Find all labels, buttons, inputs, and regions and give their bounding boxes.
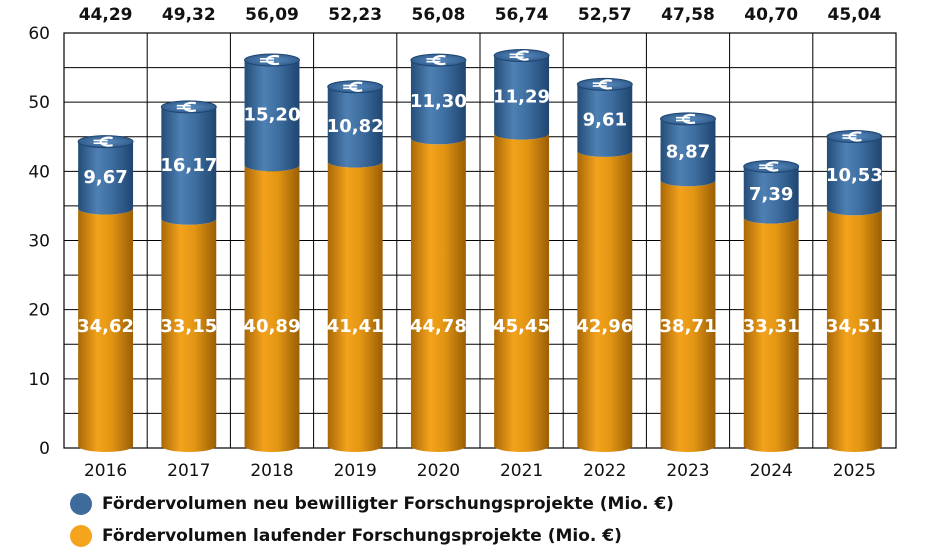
- y-tick-label: 40: [28, 162, 50, 182]
- x-tick-label: 2023: [666, 461, 709, 481]
- total-label: 45,04: [828, 5, 882, 25]
- euro-coin-icon: [842, 131, 862, 142]
- bar-top-cap: [493, 49, 550, 63]
- total-label: 56,09: [245, 5, 299, 25]
- total-label: 56,08: [412, 5, 466, 25]
- label-running: 42,96: [576, 316, 633, 337]
- label-new: 16,17: [160, 155, 217, 176]
- label-running: 34,51: [826, 316, 883, 337]
- bar-new: [577, 84, 633, 157]
- total-label: 56,74: [495, 5, 549, 25]
- bar-new: [327, 86, 383, 168]
- label-new: 9,67: [83, 167, 127, 188]
- bar-top-cap: [743, 159, 800, 173]
- bar-new: [244, 60, 300, 172]
- label-new: 11,30: [410, 91, 467, 112]
- euro-coin-icon: [260, 54, 280, 66]
- label-new: 10,53: [826, 165, 883, 186]
- total-labels: 44,29 49,32 56,09 52,23 56,08 56,74 52,57 47,58…: [79, 5, 882, 25]
- legend-swatch-running: [70, 525, 92, 547]
- total-label: 40,70: [744, 5, 798, 25]
- label-running: 33,31: [743, 316, 800, 337]
- label-running: 34,62: [77, 316, 134, 337]
- x-tick-label: 2022: [583, 461, 626, 481]
- x-tick-label: 2016: [84, 461, 127, 481]
- x-tick-label: 2018: [250, 461, 293, 481]
- bar-running: [826, 209, 882, 452]
- total-label: 49,32: [162, 5, 216, 25]
- euro-coin-icon: [426, 55, 446, 66]
- y-axis-ticks: 0 10 20 30 40 50 60: [28, 24, 50, 459]
- legend-label-new: Fördervolumen neu bewilligter Forschungs…: [102, 494, 674, 514]
- euro-coin-icon: [509, 50, 529, 61]
- bar-running: [327, 161, 383, 453]
- label-running: 44,78: [410, 316, 467, 337]
- bars: 34,62 9,67 33,15 16,17 40,89 15,20 41,41 10,82 4…: [77, 49, 883, 453]
- bar-new: [826, 136, 882, 216]
- euro-coin-icon: [93, 136, 113, 147]
- legend-label-running: Fördervolumen laufender Forschungsprojek…: [102, 526, 622, 546]
- label-new: 15,20: [244, 105, 301, 126]
- bar-running: [244, 165, 300, 453]
- bar-running: [410, 138, 466, 452]
- euro-coin-icon: [759, 161, 779, 172]
- label-new: 11,29: [493, 87, 550, 108]
- y-tick-label: 0: [39, 439, 50, 459]
- bar-new: [410, 60, 466, 145]
- label-running: 38,71: [660, 316, 717, 337]
- x-tick-label: 2021: [500, 461, 543, 481]
- y-tick-label: 60: [28, 24, 50, 44]
- bar-top-cap: [244, 53, 300, 67]
- euro-coin-icon: [592, 79, 613, 90]
- bar-top-cap: [410, 53, 467, 67]
- bar-running: [78, 208, 134, 452]
- x-tick-label: 2025: [833, 461, 876, 481]
- total-label: 52,23: [328, 5, 382, 25]
- bar-new: [660, 118, 716, 187]
- label-new: 9,61: [583, 110, 627, 131]
- legend-swatch-new: [70, 493, 92, 515]
- bar-top-cap: [826, 129, 883, 143]
- label-new: 10,82: [327, 116, 384, 137]
- euro-coin-icon: [343, 81, 363, 92]
- legend: Fördervolumen neu bewilligter Forschungs…: [70, 488, 674, 552]
- total-label: 47,58: [661, 5, 715, 25]
- x-tick-label: 2019: [334, 461, 377, 481]
- euro-coin-icon: [176, 101, 197, 112]
- bar-running: [743, 217, 799, 452]
- legend-item-running: Fördervolumen laufender Forschungsprojek…: [70, 520, 674, 552]
- label-new: 7,39: [749, 184, 793, 205]
- y-tick-label: 20: [28, 301, 50, 321]
- bar-running: [577, 150, 633, 453]
- x-tick-label: 2017: [167, 461, 210, 481]
- bar-new: [494, 55, 550, 140]
- bar-new: [743, 166, 799, 224]
- y-tick-label: 10: [28, 370, 50, 390]
- bar-running: [161, 218, 217, 452]
- x-tick-label: 2020: [417, 461, 460, 481]
- bar-top-cap: [160, 100, 217, 114]
- bar-running: [660, 180, 716, 452]
- bar-new: [161, 106, 217, 225]
- euro-coin-icon: [676, 113, 696, 124]
- bar-top-cap: [576, 77, 633, 91]
- label-running: 40,89: [244, 316, 301, 337]
- legend-item-new: Fördervolumen neu bewilligter Forschungs…: [70, 488, 674, 520]
- label-new: 8,87: [666, 142, 710, 163]
- bar-new: [78, 141, 134, 215]
- label-running: 45,45: [493, 316, 550, 337]
- bar-top-cap: [660, 112, 716, 126]
- label-running: 41,41: [327, 316, 384, 337]
- x-axis-ticks: 2016 2017 2018 2019 2020 2021 2022 2023 2024 2025: [84, 461, 876, 481]
- total-label: 52,57: [578, 5, 632, 25]
- x-tick-label: 2024: [750, 461, 793, 481]
- bar-top-cap: [77, 135, 134, 149]
- y-tick-label: 50: [28, 93, 50, 113]
- label-running: 33,15: [160, 316, 217, 337]
- total-label: 44,29: [79, 5, 133, 25]
- y-tick-label: 30: [28, 232, 50, 252]
- bar-running: [494, 133, 550, 452]
- bar-top-cap: [327, 80, 384, 94]
